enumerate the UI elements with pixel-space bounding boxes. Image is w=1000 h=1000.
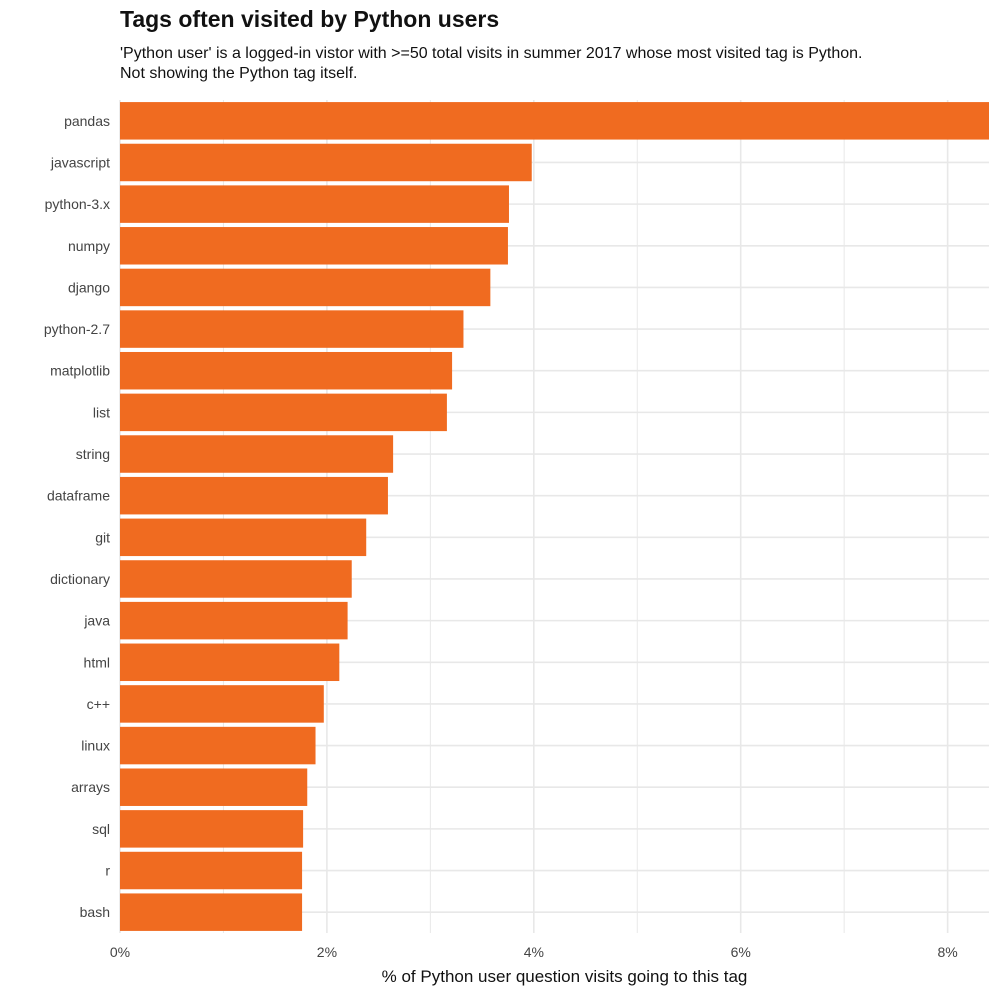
category-labels: pandas javascript python-3.x numpy django pyt… (44, 113, 111, 920)
category-label: c++ (87, 696, 110, 712)
bar-python-3.x (120, 185, 509, 223)
category-label: git (95, 529, 110, 545)
bar-sql (120, 810, 304, 848)
x-axis-title: % of Python user question visits going t… (382, 967, 748, 986)
bar-matplotlib (120, 351, 453, 390)
category-label: dataframe (47, 488, 110, 504)
bar-arrays (120, 768, 308, 806)
bar-list (120, 393, 447, 432)
x-tick-label: 0% (110, 944, 130, 960)
bar-bash (120, 893, 303, 931)
x-tick-labels: 0% 2% 4% 6% 8% (110, 944, 958, 960)
chart-title: Tags often visited by Python users (120, 6, 500, 32)
bar-java (120, 601, 348, 640)
bar-html (120, 643, 340, 682)
bar-python-2.7 (120, 310, 464, 348)
category-label: numpy (68, 238, 110, 254)
category-label: java (83, 613, 110, 629)
category-label: django (68, 279, 110, 295)
category-label: r (105, 863, 110, 879)
x-tick-label: 2% (317, 944, 337, 960)
bar-string (120, 435, 394, 473)
chart-subtitle: 'Python user' is a logged-in vistor with… (120, 44, 980, 84)
category-label: matplotlib (50, 363, 110, 379)
bar-javascript (120, 143, 532, 182)
bar-pandas (120, 102, 989, 140)
bar-r (120, 851, 303, 890)
x-tick-label: 4% (524, 944, 544, 960)
bars (120, 102, 989, 931)
category-label: bash (80, 904, 110, 920)
subtitle-line-1: 'Python user' is a logged-in vistor with… (120, 45, 863, 62)
bar-dataframe (120, 476, 388, 515)
category-label: dictionary (50, 571, 110, 587)
subtitle-line-2: Not showing the Python tag itself. (120, 65, 358, 82)
category-label: python-2.7 (44, 321, 110, 337)
category-label: sql (92, 821, 110, 837)
category-label: pandas (64, 113, 110, 129)
category-label: list (93, 404, 110, 420)
bar-numpy (120, 227, 508, 265)
category-label: python-3.x (45, 196, 110, 212)
category-label: string (76, 446, 110, 462)
category-label: linux (81, 738, 110, 754)
bar-linux (120, 726, 316, 765)
grid-lines (119, 100, 989, 933)
bar-dictionary (120, 560, 352, 598)
category-label: javascript (50, 154, 110, 170)
bar-django (120, 268, 491, 307)
x-tick-label: 8% (938, 944, 958, 960)
category-label: arrays (71, 779, 110, 795)
category-label: html (84, 654, 110, 670)
x-tick-label: 6% (731, 944, 751, 960)
bar-c++ (120, 685, 324, 723)
bar-git (120, 518, 367, 557)
